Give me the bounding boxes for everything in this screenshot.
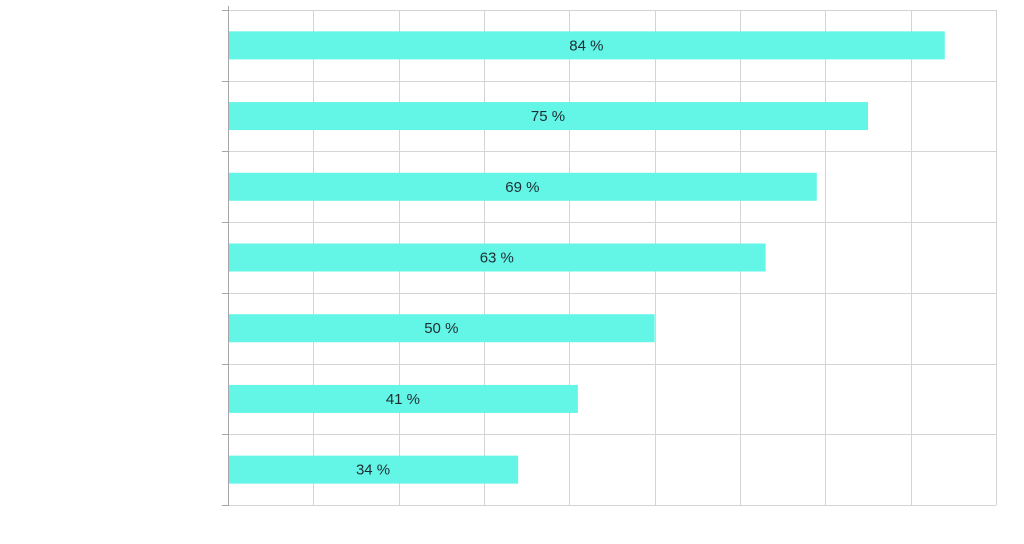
bar (228, 455, 519, 484)
bar-value-label: 84 % (569, 37, 603, 54)
bar-value-label: 50 % (424, 320, 458, 337)
bar-value-label: 34 % (356, 462, 390, 479)
bar-value-label: 63 % (480, 250, 514, 267)
bar (228, 31, 945, 60)
bar-value-label: 69 % (505, 179, 539, 196)
axes (222, 6, 229, 506)
bar (228, 314, 655, 343)
data-labels: 84 % 75 % 69 % 63 % 50 % 41 % 34 % (356, 37, 604, 478)
bar (228, 172, 817, 201)
gridlines (228, 10, 997, 506)
bar (228, 102, 868, 131)
bar-value-label: 41 % (386, 391, 420, 408)
bar-value-label: 75 % (531, 108, 565, 125)
bar (228, 384, 578, 413)
bar (228, 243, 766, 272)
bars (228, 31, 945, 484)
